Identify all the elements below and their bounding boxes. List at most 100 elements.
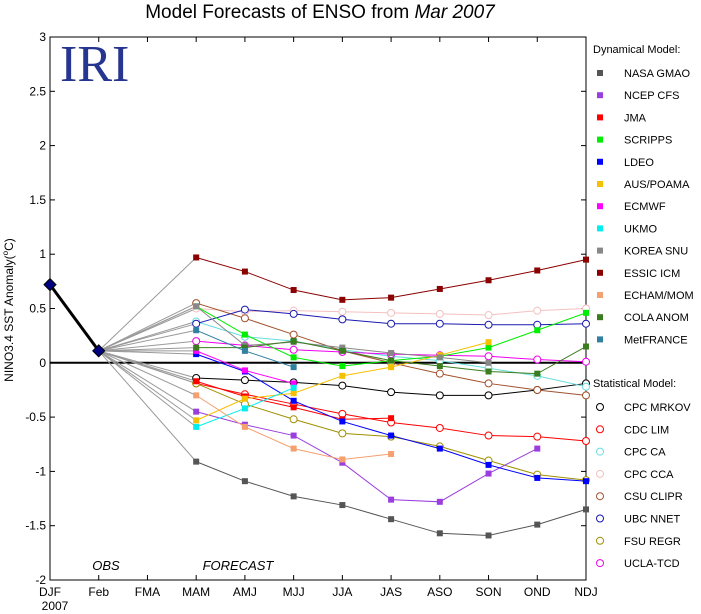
data-point	[290, 380, 297, 387]
plot-frame	[49, 36, 587, 581]
y-tick-label: -1.5	[25, 519, 46, 533]
legend-label: KOREA SNU	[624, 246, 688, 258]
x-tick-label: MAM	[182, 585, 210, 599]
data-point	[338, 429, 347, 438]
legend-marker	[597, 314, 603, 321]
legend-label: UCLA-TCD	[624, 558, 680, 570]
data-point	[290, 364, 297, 371]
connector-line	[98, 350, 197, 421]
data-point	[485, 359, 492, 366]
data-point	[533, 355, 542, 364]
data-point	[387, 319, 396, 328]
data-point	[193, 378, 200, 385]
data-point	[193, 351, 200, 358]
legend-marker	[596, 469, 604, 478]
y-tick-label: 0.5	[29, 302, 46, 316]
data-point	[533, 306, 542, 315]
data-point	[485, 339, 492, 346]
x-tick-label: FMA	[135, 585, 160, 599]
legend-marker	[597, 269, 603, 276]
legend-marker	[597, 181, 603, 187]
legend-label: FSU REGR	[624, 536, 681, 548]
data-point	[193, 344, 200, 351]
data-point	[339, 344, 346, 351]
y-tick-label: 1	[39, 247, 46, 261]
legend-label: MetFRANCE	[624, 334, 688, 346]
data-point	[435, 319, 444, 328]
connector-line	[98, 308, 197, 352]
data-point	[583, 478, 589, 485]
legend-marker	[597, 292, 603, 298]
data-point	[436, 530, 443, 537]
y-tick-label: 2.5	[29, 84, 46, 98]
connector-line	[98, 350, 197, 413]
legend-marker	[597, 158, 603, 165]
data-point	[289, 345, 298, 354]
legend-label: CPC MRKOV	[624, 402, 691, 414]
data-point	[193, 347, 200, 354]
x-tick-label: OND	[524, 585, 551, 599]
data-point	[240, 314, 249, 323]
data-point	[436, 445, 443, 452]
data-point	[534, 445, 541, 452]
iri-logo: IRI	[60, 36, 129, 93]
data-point	[290, 287, 297, 294]
y-axis-label: NINO3.4 SST Anomaly(oC)	[1, 238, 16, 382]
chart-title-main: Model Forecasts of ENSO from	[145, 2, 409, 23]
data-point	[534, 267, 541, 274]
plot-area: -2 -1.5 -1 -0.5 0 0.5 1 1.5 2 2.5 3 DJF Feb FMA MAM AMJ…	[25, 30, 597, 599]
data-point	[534, 327, 541, 334]
data-point	[193, 458, 200, 465]
legend-marker	[596, 425, 604, 434]
data-point	[485, 344, 492, 351]
data-point	[338, 381, 347, 390]
y-axis-label-sup: o	[1, 250, 10, 255]
legend-marker	[597, 336, 603, 343]
data-point	[484, 379, 493, 388]
data-point	[582, 436, 590, 445]
data-point	[192, 337, 201, 346]
data-point	[435, 309, 444, 318]
data-point	[290, 390, 297, 397]
data-point	[484, 391, 493, 400]
data-point	[388, 516, 395, 523]
x-tick-label: JAS	[380, 585, 402, 599]
data-point	[484, 352, 493, 361]
legend-label: CSU CLIPR	[624, 491, 683, 503]
observed-line	[48, 283, 100, 352]
y-tick-label: -0.5	[25, 410, 46, 424]
connector-line	[98, 350, 197, 428]
observed-point	[92, 344, 106, 358]
y-tick-label: 1.5	[29, 193, 46, 207]
data-point	[290, 445, 297, 452]
x-tick-label: DJF	[39, 585, 61, 599]
data-point	[338, 307, 347, 316]
legend-label: CPC CCA	[624, 469, 674, 481]
series-line	[196, 411, 538, 503]
legend-label: UBC NNET	[624, 514, 681, 526]
data-point	[388, 350, 395, 357]
data-point	[534, 521, 541, 528]
connector-line	[98, 350, 197, 462]
connector-line	[98, 350, 197, 355]
data-point	[388, 364, 395, 371]
legend-marker	[597, 247, 603, 254]
y-axis-label-unit: C)	[2, 238, 16, 251]
legend-label: UKMO	[624, 223, 657, 235]
connector-line	[98, 329, 197, 352]
data-point	[387, 308, 396, 317]
data-point	[484, 311, 493, 320]
legend-label: LDEO	[624, 157, 654, 169]
data-point	[290, 384, 297, 391]
connector-line	[98, 340, 197, 352]
legend-label: AUS/POAMA	[624, 179, 690, 191]
legend-label: ECMWF	[624, 201, 666, 213]
data-point	[484, 431, 493, 440]
y-tick-label: 2	[39, 139, 46, 153]
data-point	[582, 319, 590, 328]
legend-label: SCRIPPS	[624, 135, 672, 147]
data-point	[241, 405, 248, 412]
data-point	[193, 408, 200, 415]
x-tick-label: NDJ	[574, 585, 597, 599]
